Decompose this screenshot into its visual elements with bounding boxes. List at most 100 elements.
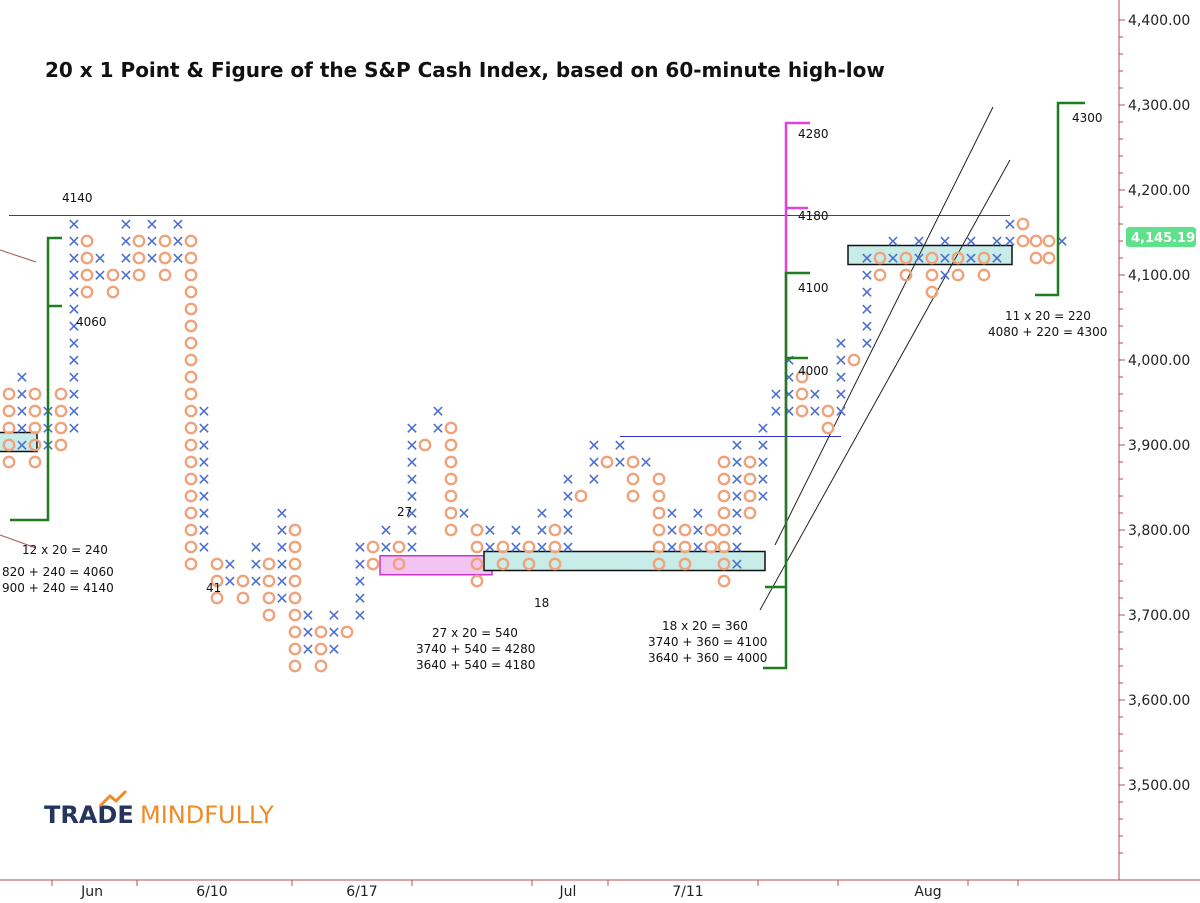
o-mark <box>210 557 224 571</box>
current-price-label: 4,145.19 <box>1131 231 1195 246</box>
x-mark: ✕ <box>1003 232 1016 251</box>
o-mark <box>54 438 68 452</box>
x-mark: ✕ <box>808 385 821 404</box>
x-mark: ✕ <box>67 368 80 387</box>
x-mark: ✕ <box>119 266 132 285</box>
x-mark: ✕ <box>587 453 600 472</box>
y-tick-label: 3,500.00 <box>1128 778 1190 794</box>
o-mark <box>28 387 42 401</box>
o-mark <box>444 438 458 452</box>
x-mark: ✕ <box>808 402 821 421</box>
o-mark <box>925 251 939 265</box>
o-mark <box>184 506 198 520</box>
o-mark <box>184 489 198 503</box>
o-mark <box>80 285 94 299</box>
x-mark: ✕ <box>730 521 743 540</box>
x-mark: ✕ <box>197 436 210 455</box>
o-mark <box>184 285 198 299</box>
x-mark: ✕ <box>67 419 80 438</box>
x-mark: ✕ <box>483 538 496 557</box>
o-mark <box>288 557 302 571</box>
o-mark <box>2 387 16 401</box>
x-mark: ✕ <box>782 385 795 404</box>
current-price-badge: 4,145.19 <box>1126 227 1196 247</box>
o-mark <box>184 421 198 435</box>
o-mark <box>288 591 302 605</box>
x-mark: ✕ <box>15 368 28 387</box>
x-mark: ✕ <box>665 521 678 540</box>
o-mark <box>1042 234 1056 248</box>
o-mark <box>314 659 328 673</box>
x-mark: ✕ <box>405 419 418 438</box>
logo: TRADE MINDFULLY <box>44 789 274 829</box>
o-mark <box>184 319 198 333</box>
o-mark <box>652 472 666 486</box>
x-mark: ✕ <box>67 215 80 234</box>
o-mark <box>184 557 198 571</box>
o-mark <box>717 489 731 503</box>
o-mark <box>444 506 458 520</box>
x-mark: ✕ <box>67 402 80 421</box>
trend-channel <box>759 106 1011 611</box>
x-mark: ✕ <box>509 538 522 557</box>
o-mark <box>210 591 224 605</box>
x-mark: ✕ <box>860 283 873 302</box>
anno-count-left-1: 12 x 20 = 240 <box>22 543 108 557</box>
x-mark: ✕ <box>782 402 795 421</box>
o-mark <box>717 472 731 486</box>
o-mark <box>795 370 809 384</box>
o-mark <box>522 557 536 571</box>
o-mark <box>132 268 146 282</box>
x-mark: ✕ <box>860 334 873 353</box>
o-mark <box>2 421 16 435</box>
chart-title: 20 x 1 Point & Figure of the S&P Cash In… <box>45 58 885 82</box>
x-mark: ✕ <box>327 640 340 659</box>
x-mark: ✕ <box>756 453 769 472</box>
x-mark: ✕ <box>509 521 522 540</box>
x-mark: ✕ <box>938 266 951 285</box>
x-mark: ✕ <box>249 555 262 574</box>
o-mark <box>132 234 146 248</box>
x-mark: ✕ <box>93 266 106 285</box>
anno-count-mid-3: 3640 + 540 = 4180 <box>416 658 535 672</box>
x-tick-label: 6/17 <box>346 884 377 900</box>
o-mark <box>184 438 198 452</box>
x-mark: ✕ <box>730 504 743 523</box>
x-tick-label: Jun <box>80 884 103 900</box>
x-mark: ✕ <box>990 232 1003 251</box>
x-mark: ✕ <box>769 385 782 404</box>
x-mark: ✕ <box>457 504 470 523</box>
x-mark: ✕ <box>197 504 210 523</box>
o-mark <box>28 421 42 435</box>
o-mark <box>444 523 458 537</box>
x-mark: ✕ <box>730 555 743 574</box>
x-mark: ✕ <box>938 232 951 251</box>
x-mark: ✕ <box>587 470 600 489</box>
channel-upper-line <box>774 106 994 546</box>
x-mark: ✕ <box>834 385 847 404</box>
o-mark <box>392 557 406 571</box>
o-mark <box>743 489 757 503</box>
x-mark: ✕ <box>405 453 418 472</box>
o-mark <box>314 642 328 656</box>
x-mark: ✕ <box>834 334 847 353</box>
o-mark <box>470 557 484 571</box>
x-mark: ✕ <box>275 538 288 557</box>
x-mark: ✕ <box>561 521 574 540</box>
o-mark <box>717 557 731 571</box>
x-mark: ✕ <box>197 419 210 438</box>
x-mark: ✕ <box>405 504 418 523</box>
o-mark <box>184 336 198 350</box>
x-tick-label: 6/10 <box>196 884 227 900</box>
anno-count-left-3: 900 + 240 = 4140 <box>2 581 114 595</box>
y-tick-label: 3,900.00 <box>1128 438 1190 454</box>
o-mark <box>132 251 146 265</box>
horizontal-levels <box>9 215 1010 437</box>
o-mark <box>1016 234 1030 248</box>
o-mark <box>314 625 328 639</box>
x-mark: ✕ <box>912 249 925 268</box>
o-mark <box>1016 217 1030 231</box>
o-mark <box>288 608 302 622</box>
o-mark <box>1029 234 1043 248</box>
